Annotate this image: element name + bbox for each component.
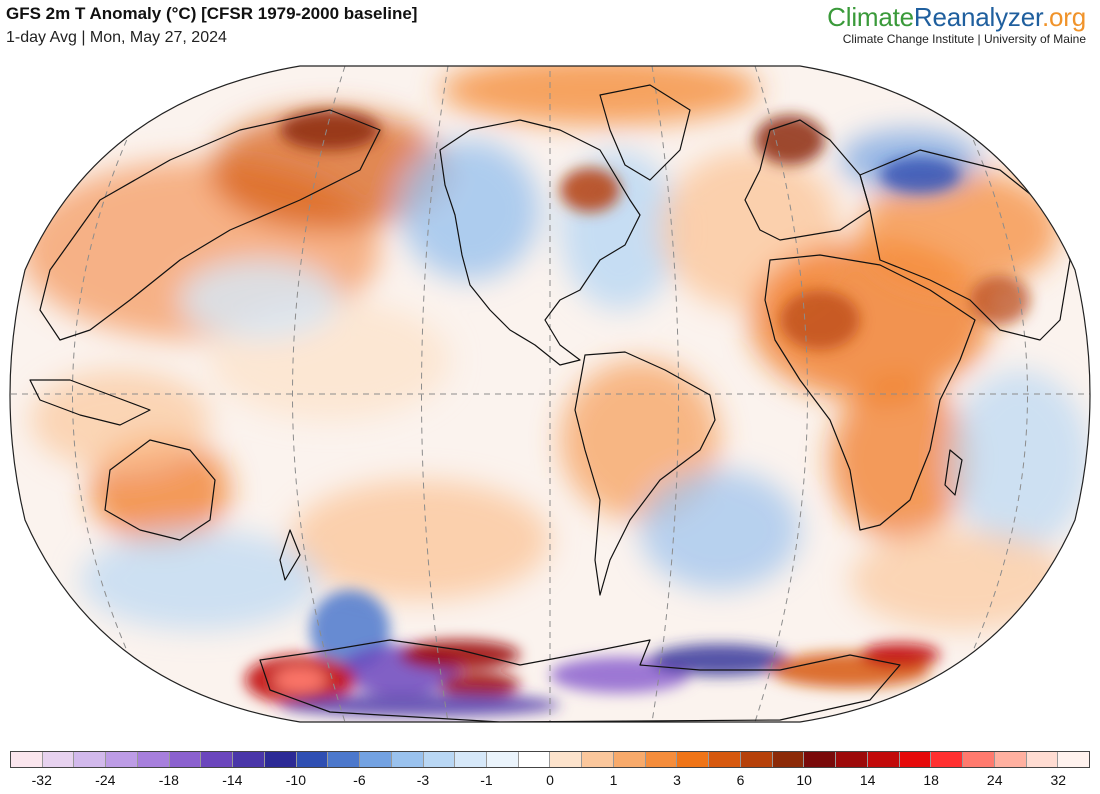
map-title: GFS 2m T Anomaly (°C) [CFSR 1979-2000 ba… — [6, 4, 418, 23]
legend-swatch — [360, 752, 392, 767]
legend-swatch — [1058, 752, 1089, 767]
legend-swatch — [11, 752, 43, 767]
brand-subtitle: Climate Change Institute | University of… — [842, 32, 1086, 46]
east-asia-outline — [39, 109, 381, 341]
anomaly-field — [10, 66, 1090, 722]
legend-label: -24 — [95, 772, 116, 788]
map-subtitle: 1-day Avg | Mon, May 27, 2024 — [6, 29, 227, 46]
legend-swatch — [233, 752, 265, 767]
australia-outline — [104, 439, 216, 541]
brand-part-org: .org — [1041, 2, 1086, 32]
legend-swatch — [867, 752, 900, 767]
legend-swatch — [391, 752, 424, 767]
legend-swatch — [772, 752, 805, 767]
coastlines — [29, 84, 1071, 722]
legend-label: -1 — [480, 772, 493, 788]
north-america-outline — [439, 119, 641, 366]
legend-label: 32 — [1050, 772, 1067, 788]
legend-swatch — [740, 752, 773, 767]
legend-swatch — [677, 752, 710, 767]
brand-logo[interactable]: ClimateReanalyzer.org — [827, 2, 1086, 33]
legend-swatch — [328, 752, 361, 767]
legend-swatch — [423, 752, 456, 767]
legend-swatch — [169, 752, 202, 767]
legend-label: -18 — [158, 772, 179, 788]
legend-swatch — [106, 752, 138, 767]
legend-swatch — [899, 752, 932, 767]
legend-swatch — [582, 752, 614, 767]
legend-label: 1 — [609, 772, 618, 788]
legend-swatch — [42, 752, 75, 767]
legend-swatch — [550, 752, 583, 767]
graticule — [10, 66, 1090, 722]
legend-label: 0 — [546, 772, 554, 788]
world-map — [9, 65, 1091, 723]
legend-swatch — [994, 752, 1027, 767]
africa-outline — [764, 254, 976, 531]
anomaly-broad-patches — [20, 66, 1090, 630]
legend-label: -6 — [353, 772, 366, 788]
legend-label: 14 — [859, 772, 876, 788]
color-legend-labels: -32 -24 -18 -14 -10 -6 -3 -1 0 1 3 6 10 14 18 24 32 — [10, 772, 1090, 792]
legend-swatch — [1026, 752, 1059, 767]
asia-outline — [859, 149, 1071, 341]
legend-swatch — [709, 752, 741, 767]
legend-swatch — [613, 752, 646, 767]
legend-swatch — [836, 752, 868, 767]
legend-swatch — [74, 752, 107, 767]
legend-label: -10 — [285, 772, 306, 788]
legend-label: 3 — [673, 772, 681, 788]
legend-swatch — [455, 752, 488, 767]
greenland-outline — [599, 84, 691, 181]
anomaly-polar-patches — [245, 110, 1030, 717]
legend-swatch — [518, 752, 551, 767]
legend-swatch — [645, 752, 678, 767]
color-legend — [10, 751, 1090, 768]
legend-label: -32 — [31, 772, 52, 788]
brand-part-climate: Climate — [827, 2, 914, 32]
maritime-asia-outline — [29, 379, 151, 426]
legend-label: -14 — [222, 772, 243, 788]
legend-swatch — [487, 752, 519, 767]
new-zealand-outline — [279, 529, 301, 581]
legend-label: 10 — [796, 772, 812, 788]
legend-swatch — [296, 752, 329, 767]
globe-border — [9, 65, 1091, 723]
legend-label: -3 — [416, 772, 430, 788]
legend-swatch — [137, 752, 170, 767]
south-america-outline — [574, 351, 716, 596]
legend-swatch — [264, 752, 297, 767]
brand-part-reanalyzer: Reanalyzer — [913, 2, 1042, 32]
legend-swatch — [201, 752, 234, 767]
legend-swatch — [804, 752, 837, 767]
legend-swatch — [963, 752, 995, 767]
legend-swatch — [931, 752, 964, 767]
madagascar-outline — [944, 449, 963, 496]
legend-label: 24 — [986, 772, 1003, 788]
legend-label: 6 — [736, 772, 745, 788]
legend-label: 18 — [923, 772, 939, 788]
antarctica-outline — [259, 639, 901, 722]
